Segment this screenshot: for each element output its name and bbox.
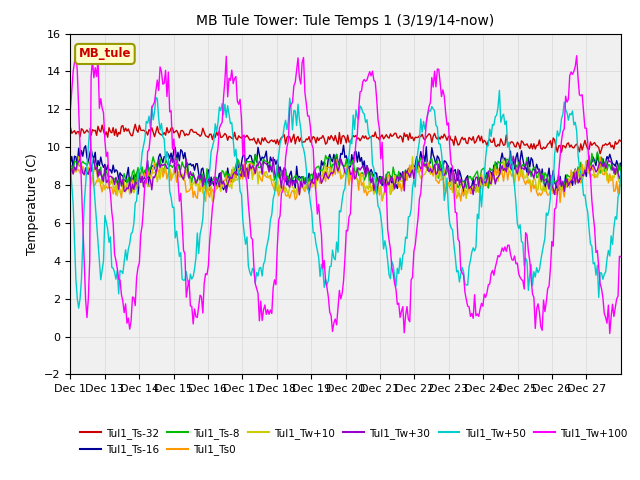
Tul1_Ts-8 [132, 171, 140, 177]
Tul1_Ts-32 [67, 124, 74, 130]
Tul1_Tw+30 [285, 182, 292, 188]
Tul1_Ts0 [617, 183, 625, 189]
Tul1_Tw+100 [72, 49, 80, 55]
Tul1_Ts0 [556, 200, 564, 205]
Tul1_Tw+50 [247, 273, 255, 278]
Tul1_Ts-16 [617, 160, 625, 166]
Tul1_Tw+30 [246, 161, 253, 167]
Tul1_Ts-8 [464, 179, 472, 185]
Tul1_Ts-8 [467, 174, 474, 180]
Tul1_Tw+30 [132, 180, 140, 186]
Tul1_Ts-16 [67, 160, 74, 166]
Tul1_Tw+50 [286, 95, 294, 101]
Tul1_Ts0 [596, 154, 604, 159]
Tul1_Ts-32 [247, 136, 255, 142]
Line: Tul1_Ts-16: Tul1_Ts-16 [70, 145, 621, 194]
Tul1_Tw+10 [134, 178, 142, 183]
Tul1_Tw+100 [606, 331, 614, 336]
Text: MB_tule: MB_tule [79, 48, 131, 60]
Tul1_Tw+50 [495, 87, 503, 93]
Tul1_Tw+30 [413, 167, 420, 173]
Tul1_Tw+10 [67, 168, 74, 174]
Tul1_Ts-8 [593, 149, 601, 155]
Tul1_Ts-32 [131, 121, 139, 127]
Tul1_Ts0 [132, 183, 140, 189]
Tul1_Tw+100 [134, 264, 142, 270]
Tul1_Ts-32 [465, 134, 473, 140]
Tul1_Ts-32 [414, 134, 422, 140]
Line: Tul1_Ts-8: Tul1_Ts-8 [70, 152, 621, 190]
Tul1_Tw+10 [415, 171, 423, 177]
Tul1_Tw+100 [468, 311, 476, 316]
Line: Tul1_Ts0: Tul1_Ts0 [70, 156, 621, 203]
Tul1_Tw+100 [465, 304, 473, 310]
Line: Tul1_Tw+100: Tul1_Tw+100 [70, 52, 621, 334]
Tul1_Ts-32 [286, 134, 294, 140]
Tul1_Tw+50 [465, 264, 473, 270]
Tul1_Tw+50 [468, 249, 476, 255]
Line: Tul1_Tw+30: Tul1_Tw+30 [70, 156, 621, 194]
Tul1_Ts-32 [134, 129, 142, 135]
Tul1_Ts-16 [460, 192, 467, 197]
Tul1_Tw+30 [509, 153, 517, 159]
Tul1_Tw+100 [247, 235, 255, 240]
Tul1_Tw+100 [286, 105, 294, 110]
Tul1_Ts-16 [469, 176, 477, 182]
Tul1_Tw+10 [287, 180, 295, 185]
Tul1_Ts-32 [596, 151, 604, 156]
Tul1_Tw+50 [414, 148, 422, 154]
Tul1_Tw+10 [75, 154, 83, 159]
Tul1_Tw+10 [469, 184, 477, 190]
Title: MB Tule Tower: Tule Temps 1 (3/19/14-now): MB Tule Tower: Tule Temps 1 (3/19/14-now… [196, 14, 495, 28]
Tul1_Tw+50 [75, 305, 83, 311]
Line: Tul1_Tw+50: Tul1_Tw+50 [70, 90, 621, 308]
Tul1_Tw+10 [617, 180, 625, 186]
Tul1_Tw+100 [67, 107, 74, 112]
Tul1_Tw+10 [467, 187, 474, 193]
Tul1_Ts0 [67, 173, 74, 179]
Tul1_Ts-16 [340, 143, 348, 148]
Tul1_Tw+100 [617, 254, 625, 260]
Tul1_Ts0 [246, 161, 253, 167]
Tul1_Ts-32 [617, 138, 625, 144]
Tul1_Ts-16 [246, 152, 253, 158]
Tul1_Ts-8 [246, 159, 253, 165]
Tul1_Ts-16 [414, 163, 422, 169]
Tul1_Ts-16 [132, 170, 140, 176]
Tul1_Ts0 [285, 191, 292, 197]
Tul1_Tw+30 [464, 176, 472, 181]
Tul1_Tw+10 [209, 199, 216, 204]
Tul1_Ts0 [464, 191, 472, 196]
Tul1_Ts-32 [468, 137, 476, 143]
Tul1_Ts-8 [67, 162, 74, 168]
Tul1_Tw+10 [249, 177, 257, 182]
Tul1_Ts-8 [413, 158, 420, 164]
Tul1_Ts0 [413, 167, 420, 173]
Tul1_Tw+50 [67, 163, 74, 169]
Tul1_Tw+30 [67, 169, 74, 175]
Tul1_Ts-8 [617, 170, 625, 176]
Tul1_Tw+50 [617, 168, 625, 174]
Tul1_Tw+30 [617, 172, 625, 178]
Tul1_Tw+50 [134, 176, 142, 182]
Tul1_Ts-16 [467, 184, 474, 190]
Tul1_Ts-16 [285, 179, 292, 184]
Tul1_Ts0 [467, 191, 474, 196]
Y-axis label: Temperature (C): Temperature (C) [26, 153, 38, 255]
Tul1_Tw+30 [469, 192, 477, 197]
Line: Tul1_Tw+10: Tul1_Tw+10 [70, 156, 621, 202]
Legend: Tul1_Ts-32, Tul1_Ts-16, Tul1_Ts-8, Tul1_Ts0, Tul1_Tw+10, Tul1_Tw+30, Tul1_Tw+50,: Tul1_Ts-32, Tul1_Ts-16, Tul1_Ts-8, Tul1_… [76, 424, 632, 459]
Tul1_Ts-8 [285, 173, 292, 179]
Tul1_Ts-8 [556, 187, 564, 193]
Tul1_Tw+30 [467, 184, 474, 190]
Tul1_Tw+100 [414, 216, 422, 222]
Line: Tul1_Ts-32: Tul1_Ts-32 [70, 124, 621, 154]
